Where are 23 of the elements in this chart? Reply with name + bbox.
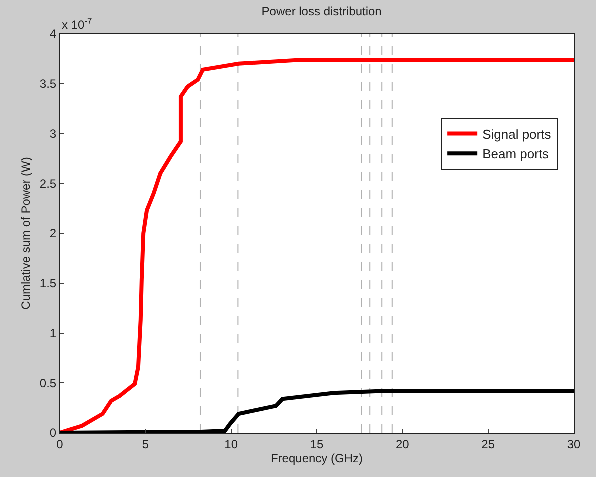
y-tick-label: 4 xyxy=(50,27,57,42)
chart-title: Power loss distribution xyxy=(262,4,382,19)
y-tick-label: 2 xyxy=(50,226,57,241)
y-tick-label: 0 xyxy=(50,426,57,440)
legend-label: Signal ports xyxy=(482,126,552,142)
x-tick-label: 15 xyxy=(310,437,324,452)
x-tick-label: 30 xyxy=(567,437,581,452)
y-tick-label: 1.5 xyxy=(40,276,57,291)
x-tick-label: 25 xyxy=(482,437,496,452)
y-axis-title: Cumlative sum of Power (W) xyxy=(19,157,34,310)
text: x 10$^{-7}$ xyxy=(62,16,92,32)
x-tick-label: 5 xyxy=(142,437,150,452)
line-series xyxy=(60,389,574,433)
y-tick-label: 3 xyxy=(50,126,57,141)
line-series xyxy=(60,58,574,433)
y-tick-label: 2.5 xyxy=(40,176,57,191)
y-tick-label: 0.5 xyxy=(40,376,57,390)
x-tick-label: 10 xyxy=(224,437,238,452)
y-tick-label: 3.5 xyxy=(40,77,57,92)
x-axis-title: Frequency (GHz) xyxy=(270,451,364,466)
y-tick-label: 1 xyxy=(50,326,57,340)
legend-label: Beam ports xyxy=(482,146,550,162)
x-tick-label: 20 xyxy=(396,437,410,452)
